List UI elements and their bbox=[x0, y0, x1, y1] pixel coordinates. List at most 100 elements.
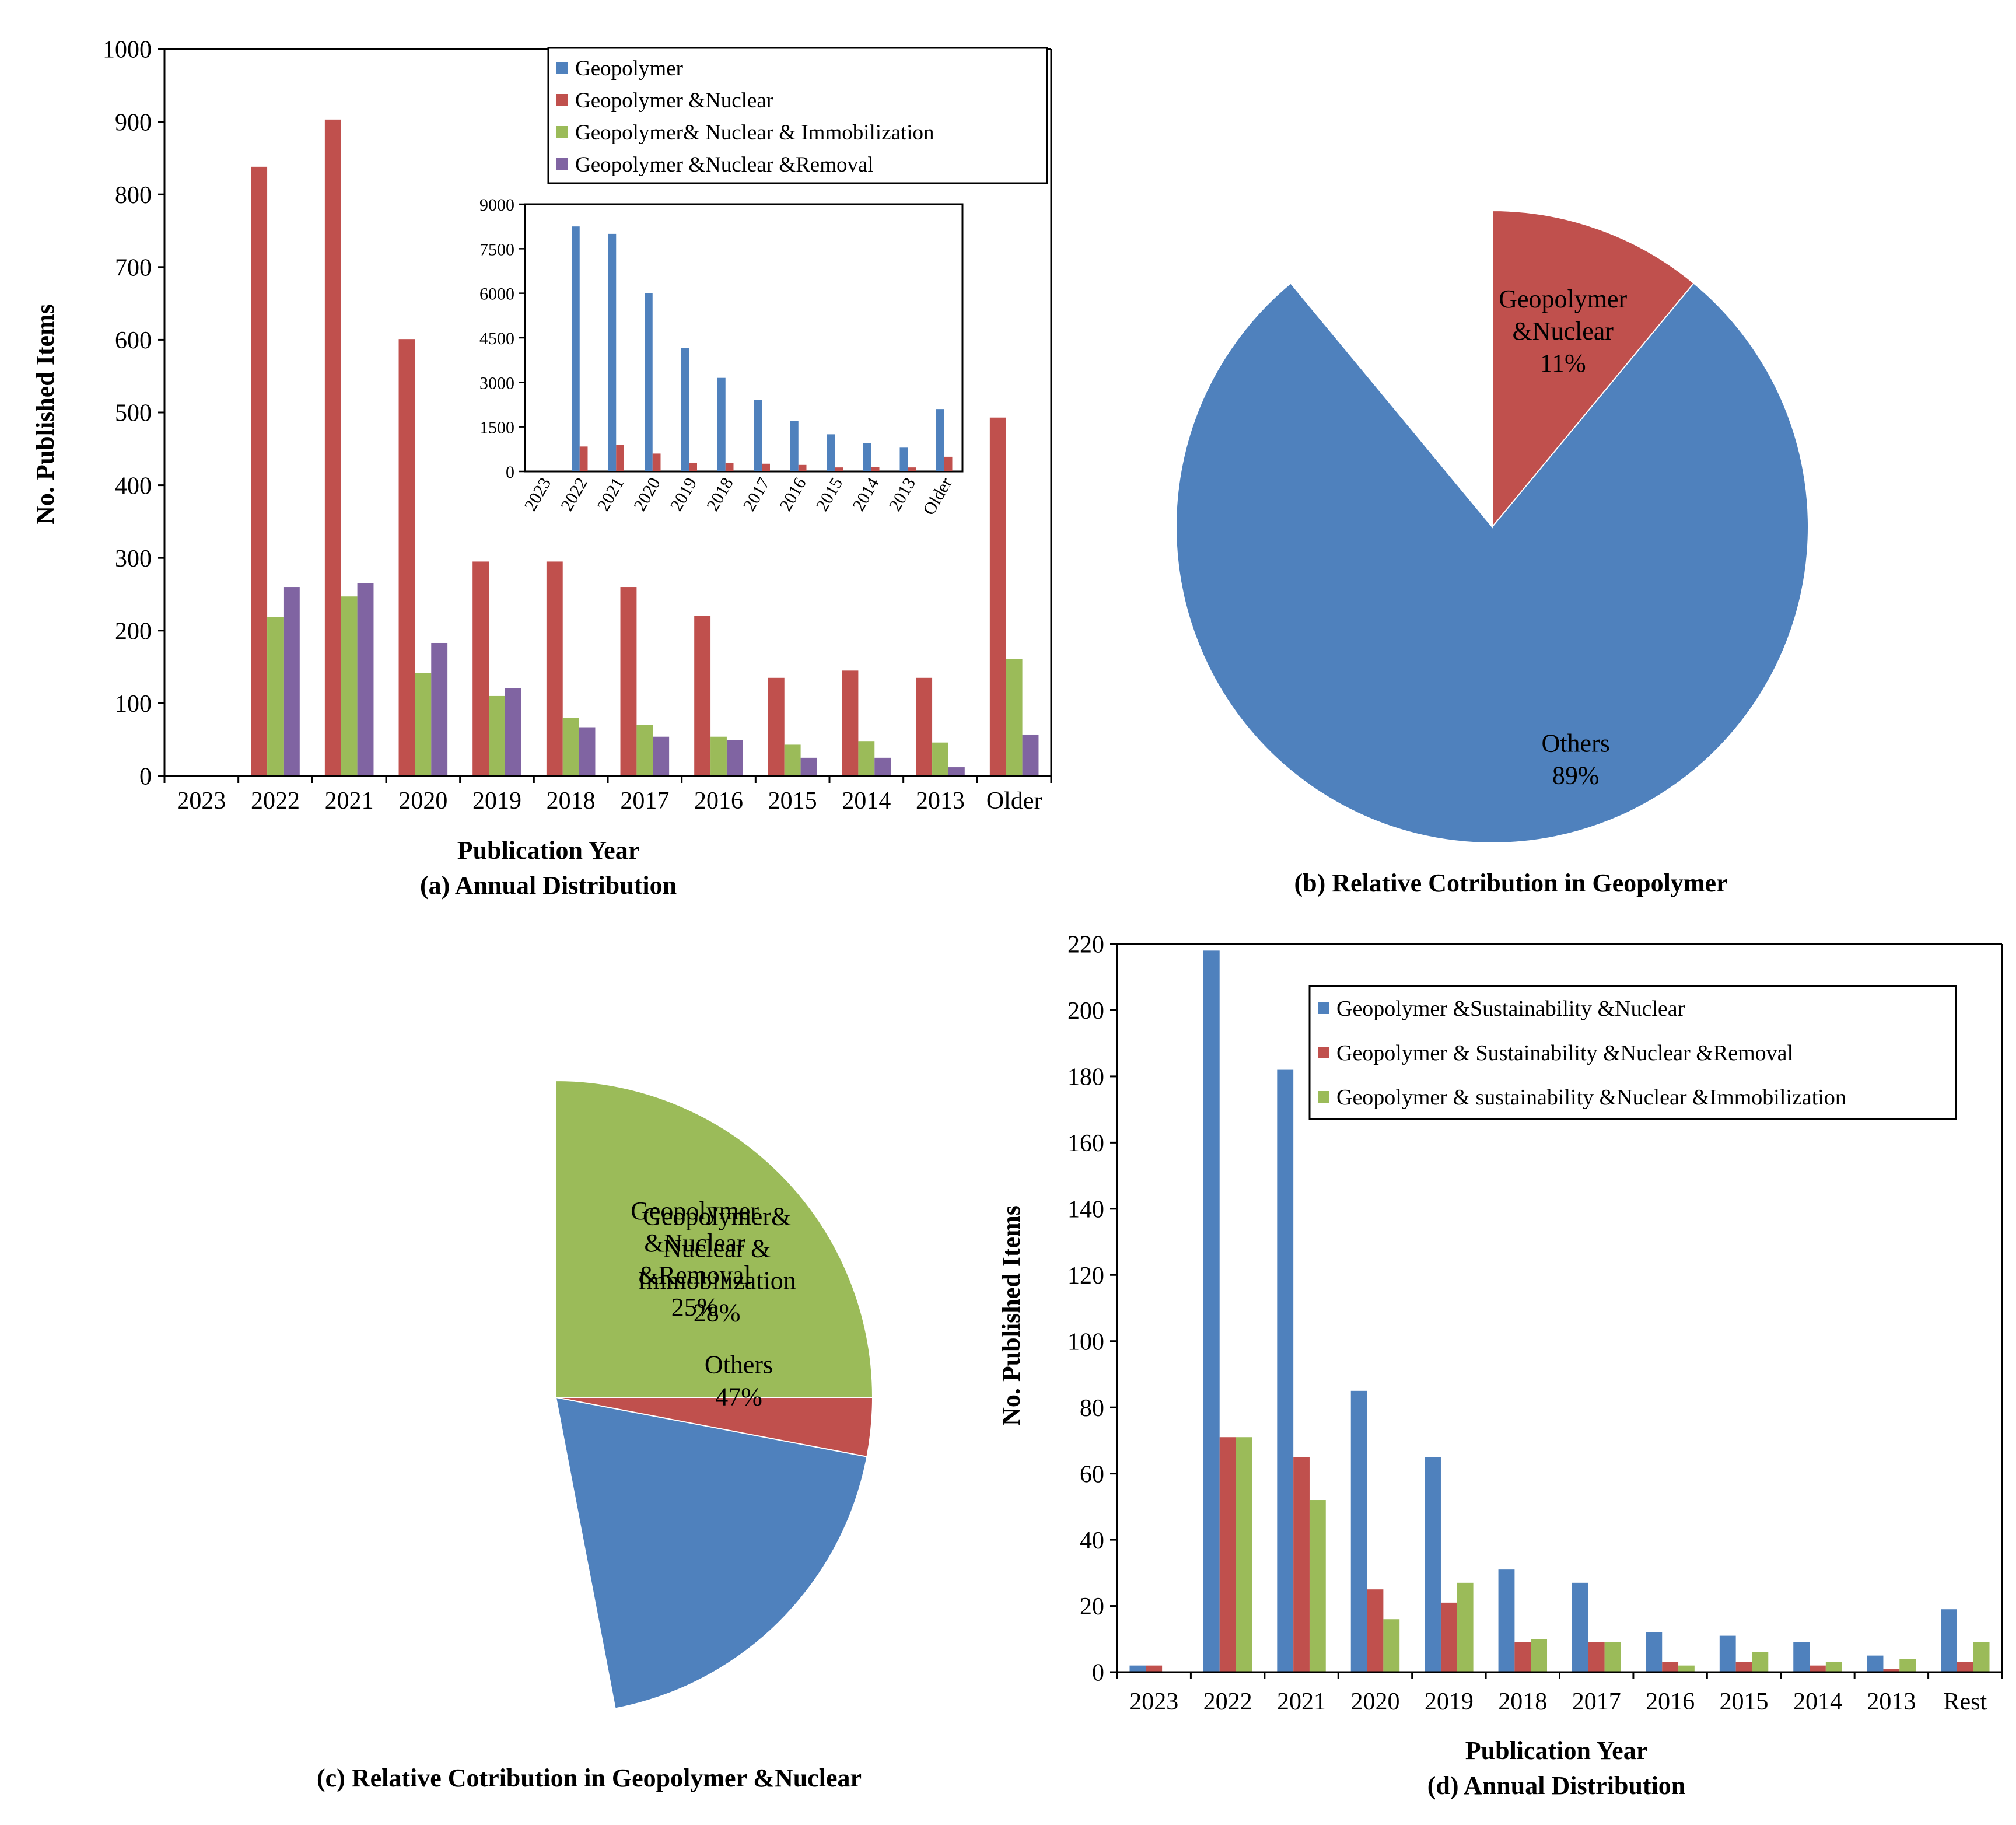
legend-a-swatch-geopolymer bbox=[556, 62, 568, 74]
panel-a-xtick-label: 2014 bbox=[842, 788, 891, 814]
panel-d-bar-geopolymer-sustainability-nuclear-immobilization-2014 bbox=[1825, 1662, 1842, 1672]
panel-d-bar-geopolymer-sustainability-nuclear-2013 bbox=[1867, 1655, 1884, 1672]
pie-b-label-others-line: Others bbox=[1542, 729, 1610, 758]
panel-d-bar-geopolymer-sustainability-nuclear-immobilization-2017 bbox=[1604, 1642, 1621, 1672]
panel-d-xtick-label: 2017 bbox=[1572, 1688, 1621, 1715]
panel-d-bar-geopolymer-sustainability-nuclear-2018 bbox=[1498, 1569, 1515, 1672]
panel-b-pie: Others 89% Geopolymer&Nuclear 11% (b) Relat… bbox=[1175, 209, 1810, 897]
panel-a-bar-geopolymer-nuclear-removal-2022 bbox=[283, 587, 300, 776]
panel-d-bar-geopolymer-sustainability-nuclear-2023 bbox=[1129, 1665, 1146, 1672]
inset-bar-geopolymer-2014 bbox=[863, 443, 872, 471]
panel-d-ytick-label: 40 bbox=[1080, 1527, 1104, 1554]
panel-a-bar-geopolymer-nuclear-removal-2013 bbox=[948, 767, 965, 776]
pie-c-label-geopolymer-line: Geopolymer bbox=[631, 1197, 759, 1225]
inset-ytick-label: 1500 bbox=[480, 418, 514, 438]
pie-b-label-geopolymer-line: Geopolymer bbox=[1499, 285, 1627, 313]
pie-c-label-geopolymer-line: 25% bbox=[671, 1293, 719, 1321]
inset-ytick-label: 7500 bbox=[480, 240, 514, 259]
inset-bar-geopolymer-nuclear-2014 bbox=[871, 467, 880, 471]
panel-a-bar-geopolymer-nuclear-2013 bbox=[916, 677, 933, 776]
panel-d-bar-geopolymer-sustainability-nuclear-removal-2015 bbox=[1735, 1662, 1752, 1672]
panel-a-bar-geopolymer-nuclear-2016 bbox=[694, 616, 711, 776]
inset-bar-geopolymer-nuclear-2022 bbox=[579, 446, 588, 471]
panel-d-ylabel: No. Published Items bbox=[997, 1205, 1026, 1426]
panel-a-bar-geopolymer-nuclear-immobilization-2016 bbox=[710, 736, 727, 776]
inset-bar-geopolymer-nuclear-Older bbox=[944, 456, 953, 471]
panel-a-bar-geopolymer-nuclear-removal-2020 bbox=[431, 642, 448, 776]
panel-d-bar-geopolymer-sustainability-nuclear-Rest bbox=[1941, 1609, 1957, 1672]
legend-d-label-geopolymer-sustainability-nuclear: Geopolymer &Sustainability &Nuclear bbox=[1336, 997, 1685, 1021]
panel-d-bar-geopolymer-sustainability-nuclear-immobilization-2020 bbox=[1383, 1619, 1400, 1672]
inset-ytick-label: 4500 bbox=[480, 329, 514, 348]
inset-bar-geopolymer-nuclear-2020 bbox=[652, 453, 661, 471]
panel-d-xlabel: Publication Year bbox=[1465, 1736, 1647, 1765]
panel-a-bar-geopolymer-nuclear-immobilization-2018 bbox=[562, 718, 579, 776]
panel-d-xtick-label: 2022 bbox=[1203, 1688, 1252, 1715]
legend-d-label-geopolymer-sustainability-nuclear-immobilization: Geopolymer & sustainability &Nuclear &Im… bbox=[1336, 1085, 1846, 1110]
panel-d-axes: 0 20 40 60 80 100 120 140 160 180 200 220 2023 2022 20… bbox=[1068, 932, 2003, 1715]
inset-bar-geopolymer-nuclear-2017 bbox=[762, 463, 770, 471]
legend-a-label-geopolymer-nuclear: Geopolymer &Nuclear bbox=[575, 89, 774, 113]
panel-a-ytick-label: 1000 bbox=[103, 37, 152, 64]
pie-b-label-geopolymer-line: 11% bbox=[1540, 349, 1586, 377]
panel-c-caption: (c) Relative Cotribution in Geopolymer &… bbox=[317, 1764, 862, 1792]
panel-d-legend: Geopolymer &Sustainability &Nuclear Geopo… bbox=[1308, 985, 1957, 1120]
panel-d-bar-geopolymer-sustainability-nuclear-removal-2019 bbox=[1440, 1602, 1457, 1672]
panel-d-bar-geopolymer-sustainability-nuclear-immobilization-2021 bbox=[1309, 1500, 1326, 1672]
inset-bar-geopolymer-2020 bbox=[645, 293, 653, 471]
inset-bar-geopolymer-2019 bbox=[681, 348, 690, 471]
panel-a-bar-geopolymer-nuclear-removal-2018 bbox=[579, 727, 596, 776]
legend-a-swatch-geopolymer-nuclear-removal bbox=[556, 158, 568, 170]
panel-a-bar-geopolymer-nuclear-2021 bbox=[324, 119, 341, 776]
legend-d-swatch-geopolymer-sustainability-nuclear bbox=[1318, 1002, 1329, 1014]
panel-d-xtick-label: 2019 bbox=[1424, 1688, 1474, 1715]
pie-b-label-others-line: 89% bbox=[1552, 761, 1600, 790]
panel-d-caption: (d) Annual Distribution bbox=[1427, 1771, 1686, 1800]
panel-a-bar-geopolymer-nuclear-2022 bbox=[251, 166, 268, 776]
pie-c-label-geopolymer-line: Immobilization bbox=[638, 1266, 796, 1295]
panel-d-ytick-label: 180 bbox=[1068, 1064, 1104, 1091]
panel-d-bar-geopolymer-sustainability-nuclear-removal-2021 bbox=[1293, 1457, 1310, 1672]
panel-d-bar-geopolymer-sustainability-nuclear-removal-2023 bbox=[1146, 1665, 1163, 1672]
inset-bar-geopolymer-nuclear-2015 bbox=[835, 467, 843, 471]
panel-a-bar-geopolymer-nuclear-2019 bbox=[473, 561, 489, 776]
panel-a-bar-geopolymer-nuclear-removal-2014 bbox=[874, 757, 891, 776]
panel-a-bar-geopolymer-nuclear-immobilization-Older bbox=[1006, 659, 1023, 776]
pie-b-slice-geopolymer bbox=[1492, 209, 1695, 529]
panel-d-xtick-label: 2015 bbox=[1720, 1688, 1769, 1715]
panel-c-pie: Others 47% Geopolymer&Nuclear & Immobilizat… bbox=[317, 1079, 874, 1792]
panel-a-ytick-label: 900 bbox=[115, 109, 152, 136]
panel-a-xtick-label: 2018 bbox=[547, 788, 596, 814]
panel-d-bar-geopolymer-sustainability-nuclear-removal-2014 bbox=[1810, 1665, 1826, 1672]
panel-a-xtick-label: 2022 bbox=[251, 788, 300, 814]
panel-d-xtick-label: 2020 bbox=[1350, 1688, 1399, 1715]
panel-a-bar-geopolymer-nuclear-Older bbox=[989, 417, 1006, 776]
panel-a-bar-geopolymer-nuclear-removal-2016 bbox=[726, 740, 743, 776]
panel-a-bar-geopolymer-nuclear-2018 bbox=[546, 561, 563, 776]
panel-a-legend: Geopolymer Geopolymer &Nuclear Geopolymer&… bbox=[547, 47, 1048, 184]
panel-a-bar-geopolymer-nuclear-removal-2021 bbox=[357, 583, 374, 776]
panel-d-annual-distribution: 0 20 40 60 80 100 120 140 160 180 200 220 2023 2022 20… bbox=[997, 932, 2003, 1800]
panel-d-ytick-label: 80 bbox=[1080, 1395, 1104, 1422]
panel-d-bar-geopolymer-sustainability-nuclear-removal-Rest bbox=[1957, 1662, 1973, 1672]
inset-bar-geopolymer-2022 bbox=[572, 226, 580, 471]
panel-d-ytick-label: 120 bbox=[1068, 1263, 1104, 1289]
panel-c-labels: Others 47% Geopolymer&Nuclear & Immobilizat… bbox=[631, 1197, 796, 1411]
panel-d-bar-geopolymer-sustainability-nuclear-removal-2018 bbox=[1514, 1642, 1531, 1672]
inset-bar-geopolymer-2015 bbox=[827, 434, 835, 471]
legend-a-box bbox=[547, 47, 1048, 184]
panel-a-caption: (a) Annual Distribution bbox=[420, 871, 677, 900]
panel-a-bar-geopolymer-nuclear-immobilization-2014 bbox=[858, 741, 875, 776]
panel-a-ytick-label: 500 bbox=[115, 400, 152, 427]
panel-a-ytick-label: 800 bbox=[115, 182, 152, 209]
inset-bar-geopolymer-2013 bbox=[900, 447, 908, 471]
inset-ytick-label: 9000 bbox=[480, 195, 514, 215]
inset-bar-geopolymer-Older bbox=[936, 409, 944, 471]
panel-a-bar-geopolymer-nuclear-immobilization-2021 bbox=[341, 596, 358, 776]
panel-a-bar-geopolymer-nuclear-removal-2019 bbox=[505, 688, 522, 776]
panel-a-bar-geopolymer-nuclear-2020 bbox=[398, 339, 415, 776]
panel-a-bar-geopolymer-nuclear-immobilization-2022 bbox=[267, 617, 284, 776]
panel-a-xlabel: Publication Year bbox=[457, 836, 639, 865]
panel-a-ytick-label: 400 bbox=[115, 473, 152, 499]
panel-d-bar-geopolymer-sustainability-nuclear-2020 bbox=[1350, 1390, 1367, 1672]
